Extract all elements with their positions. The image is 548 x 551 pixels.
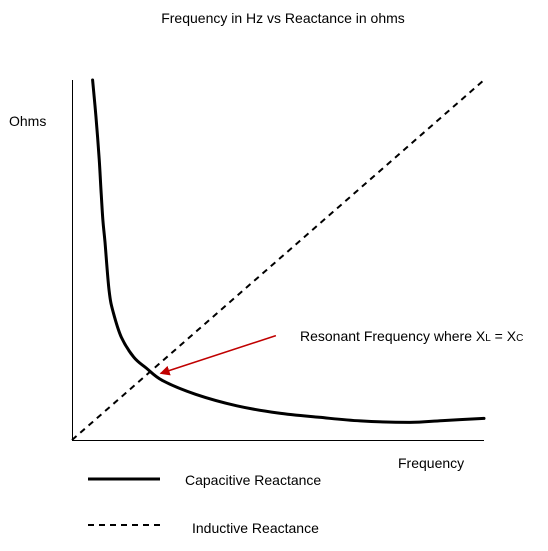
capacitive-reactance-curve bbox=[91, 78, 486, 424]
resonance-annotation: Resonant Frequency where XL = XC bbox=[300, 328, 523, 344]
inductive-reactance-line bbox=[71, 79, 485, 441]
annotation-sub-l: L bbox=[485, 333, 491, 344]
chart-title: Frequency in Hz vs Reactance in ohms bbox=[161, 10, 405, 26]
x-axis-label: Frequency bbox=[398, 455, 464, 471]
annotation-main-text: Resonant Frequency where X bbox=[300, 328, 486, 344]
resonance-arrow bbox=[159, 334, 277, 376]
legend-label-inductive: Inductive Reactance bbox=[192, 520, 319, 536]
legend-label-capacitive: Capacitive Reactance bbox=[185, 472, 321, 488]
annotation-mid-text: = X bbox=[491, 328, 517, 344]
y-axis-label: Ohms bbox=[9, 113, 46, 129]
annotation-sub-c: C bbox=[516, 333, 523, 344]
